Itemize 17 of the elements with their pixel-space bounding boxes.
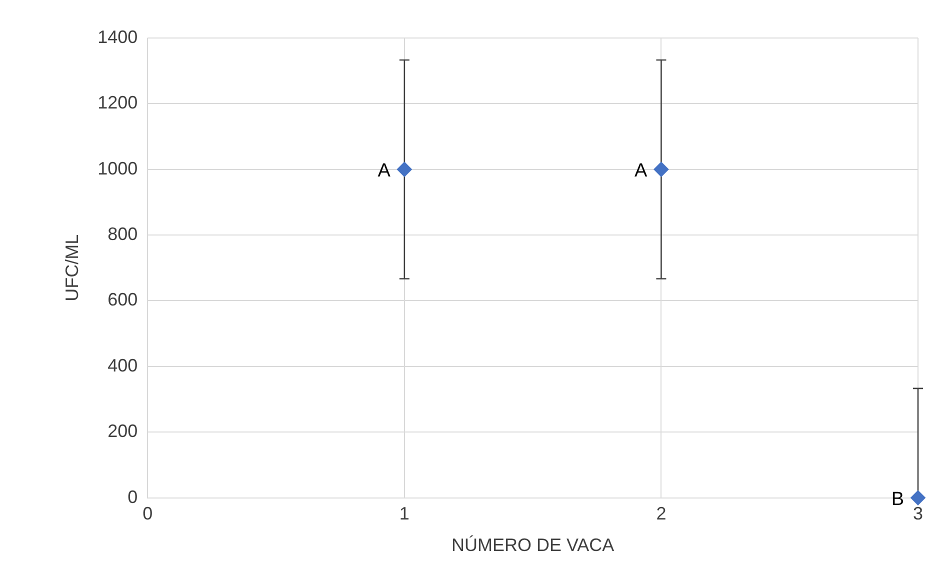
y-tick-label: 1000 [98, 158, 138, 178]
y-tick-label: 200 [108, 421, 138, 442]
x-tick-label: 2 [656, 504, 666, 524]
annotation: B [891, 489, 904, 510]
y-axis-title: UFC/ML [62, 234, 82, 302]
x-tick-label: 1 [399, 504, 410, 524]
y-tick-label: 800 [108, 224, 138, 244]
x-tick-label: 0 [142, 504, 153, 524]
annotation: A [634, 160, 648, 182]
y-tick-label: 0 [128, 486, 138, 507]
y-tick-label: 400 [108, 355, 138, 376]
x-axis-title: NÚMERO DE VACA [451, 535, 614, 556]
annotation: A [378, 160, 391, 182]
y-tick-label: 1400 [98, 26, 138, 47]
x-tick-label: 3 [912, 504, 924, 524]
y-tick-label: 1200 [98, 92, 138, 113]
y-tick-label: 600 [108, 290, 138, 310]
